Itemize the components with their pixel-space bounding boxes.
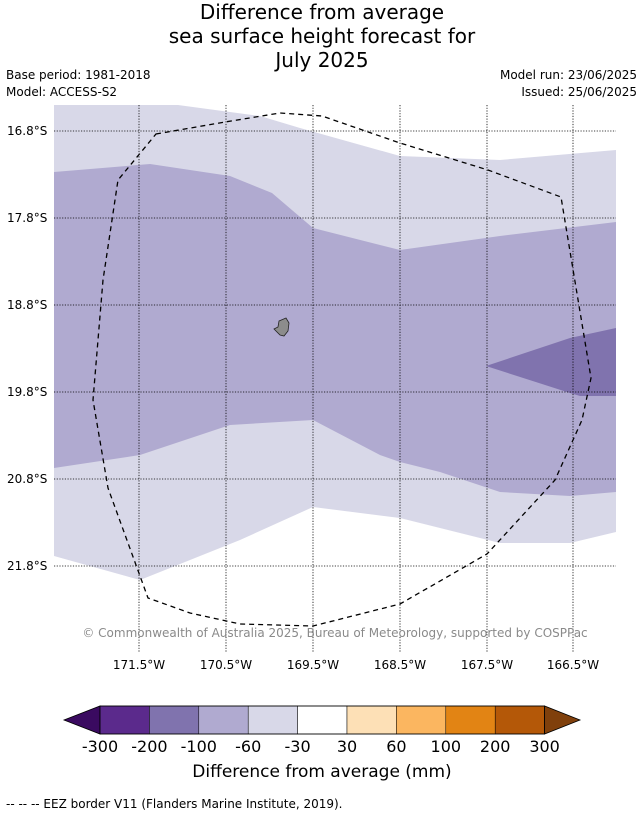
lon-label-2: 170.5°W <box>199 658 253 672</box>
lat-label-2: 17.8°S <box>7 211 48 225</box>
colorbar-under-arrow <box>62 705 101 735</box>
meta-left: Base period: 1981-2018 Model: ACCESS-S2 <box>6 67 151 101</box>
lat-label-3: 18.8°S <box>7 298 48 312</box>
colorbar-segment-8 <box>445 705 496 735</box>
colorbar-tick-2: -200 <box>131 737 168 756</box>
colorbar-over-arrow <box>544 705 582 735</box>
lon-label-5: 167.5°W <box>460 658 514 672</box>
model-name: Model: ACCESS-S2 <box>6 85 118 99</box>
lon-label-3: 169.5°W <box>286 658 340 672</box>
lon-label-4: 168.5°W <box>373 658 427 672</box>
map-panel <box>54 105 616 652</box>
lat-label-1: 16.8°S <box>7 124 48 138</box>
colorbar-segment-6 <box>346 705 397 735</box>
colorbar-tick-5: -30 <box>284 737 311 756</box>
lat-label-4: 19.8°S <box>7 385 48 399</box>
colorbar-segment-5 <box>297 705 348 735</box>
colorbar-segment-2 <box>149 705 200 735</box>
colorbar-label: Difference from average (mm) <box>192 762 452 782</box>
colorbar-frame <box>99 705 546 735</box>
title-line-3: July 2025 <box>275 48 369 72</box>
colorbar-tick-1: -300 <box>81 737 119 756</box>
map-title: Difference from average sea surface heig… <box>0 0 644 72</box>
title-line-1: Difference from average <box>199 0 445 24</box>
colorbar-tick-3: -100 <box>180 737 217 756</box>
colorbar-segment-9 <box>494 705 545 735</box>
eez-footnote: -- -- -- EEZ border V11 (Flanders Marine… <box>6 797 343 811</box>
colorbar-segment-3 <box>198 705 249 735</box>
colorbar <box>62 705 582 735</box>
title-line-2: sea surface height forecast for <box>168 24 476 48</box>
lon-label-1: 171.5°W <box>112 658 166 672</box>
eez-border <box>92 112 592 627</box>
colorbar-segment-1 <box>99 705 150 735</box>
colorbar-segment-4 <box>247 705 298 735</box>
colorbar-tick-7: 60 <box>386 737 407 756</box>
meta-right: Model run: 23/06/2025 Issued: 25/06/2025 <box>500 67 637 101</box>
colorbar-tick-6: 30 <box>336 737 358 756</box>
colorbar-tick-9: 200 <box>479 737 511 756</box>
colorbar-tick-8: 100 <box>430 737 462 756</box>
lat-label-6: 21.8°S <box>7 559 48 573</box>
issued-date: Issued: 25/06/2025 <box>521 85 637 99</box>
lon-gridlines <box>138 105 574 652</box>
base-period: Base period: 1981-2018 <box>6 68 151 82</box>
zone-dark <box>486 328 616 396</box>
zone-medium <box>54 164 616 496</box>
model-run: Model run: 23/06/2025 <box>499 68 637 82</box>
colorbar-segment-7 <box>396 705 447 735</box>
island-shape <box>273 317 290 337</box>
copyright-notice: © Commonwealth of Australia 2025, Bureau… <box>82 626 588 640</box>
colorbar-tick-4: -60 <box>235 737 262 756</box>
lat-gridlines <box>54 130 616 567</box>
colorbar-tick-10: 300 <box>529 737 560 756</box>
lon-label-6: 166.5°W <box>546 658 600 672</box>
lat-label-5: 20.8°S <box>7 472 48 486</box>
